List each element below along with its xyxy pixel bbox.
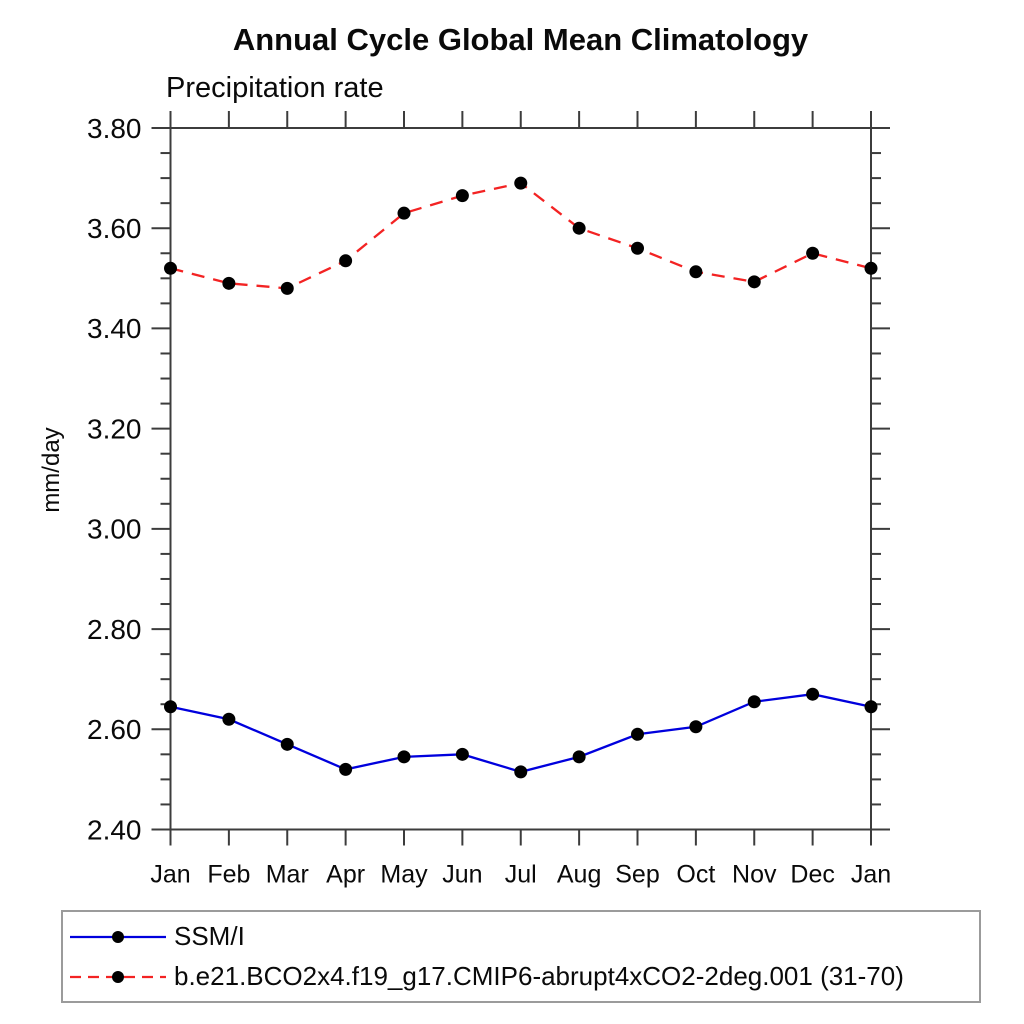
data-point-marker bbox=[806, 246, 820, 260]
x-axis-tick-label: Aug bbox=[557, 861, 601, 889]
y-axis-tick-label: 3.20 bbox=[87, 413, 142, 444]
series-line-0 bbox=[170, 693, 872, 774]
y-axis-tick-label: 2.60 bbox=[87, 714, 142, 745]
data-point-marker bbox=[397, 206, 411, 220]
legend-item-ssmi: SSM/I bbox=[69, 921, 979, 952]
x-axis-tick-label: Oct bbox=[676, 861, 715, 889]
legend-sample-dashed-line bbox=[70, 970, 166, 983]
data-point-marker bbox=[747, 275, 761, 289]
legend-label-model: b.e21.BCO2x4.f19_g17.CMIP6-abrupt4xCO2-2… bbox=[174, 961, 904, 991]
data-point-marker bbox=[514, 176, 528, 190]
data-point-marker bbox=[222, 276, 236, 290]
data-point-marker bbox=[747, 695, 761, 709]
x-axis-tick-label: May bbox=[380, 861, 428, 889]
data-point-marker bbox=[514, 765, 528, 779]
data-point-marker bbox=[280, 737, 294, 751]
x-axis-tick-label: Dec bbox=[790, 861, 834, 889]
x-axis-tick-label: Feb bbox=[207, 861, 250, 889]
data-point-marker bbox=[397, 750, 411, 764]
data-point-marker bbox=[864, 700, 878, 714]
data-point-marker bbox=[806, 687, 820, 701]
data-point-marker bbox=[689, 265, 703, 279]
x-axis-tick-label: Nov bbox=[732, 861, 777, 889]
chart-subtitle: Precipitation rate bbox=[166, 72, 384, 104]
x-axis-tick-label: Jun bbox=[442, 861, 482, 889]
y-axis-tick-label: 2.40 bbox=[87, 814, 142, 845]
data-point-marker bbox=[864, 261, 878, 275]
y-axis-tick-label: 3.60 bbox=[87, 213, 142, 244]
legend-sample-solid-line bbox=[70, 930, 166, 943]
legend-box: SSM/I b.e21.BCO2x4.f19_g17.CMIP6-abrupt4… bbox=[61, 910, 981, 1003]
y-axis-tick-label: 3.40 bbox=[87, 313, 142, 344]
series-line-1 bbox=[170, 181, 872, 290]
data-point-marker bbox=[572, 221, 586, 235]
plot-frame bbox=[169, 127, 872, 831]
data-point-marker bbox=[339, 254, 353, 268]
x-axis-tick-label: Apr bbox=[326, 861, 365, 889]
data-point-marker bbox=[455, 747, 469, 761]
data-point-marker bbox=[339, 762, 353, 776]
x-axis-tick-label: Sep bbox=[615, 861, 659, 889]
data-point-marker bbox=[689, 720, 703, 734]
x-axis-tick-label: Jan bbox=[150, 861, 190, 889]
x-axis-tick-label: Jan bbox=[851, 861, 891, 889]
legend-item-model: b.e21.BCO2x4.f19_g17.CMIP6-abrupt4xCO2-2… bbox=[69, 961, 979, 992]
data-point-marker bbox=[222, 712, 236, 726]
data-point-marker bbox=[631, 241, 644, 255]
y-axis-tick-label: 3.80 bbox=[87, 113, 142, 144]
legend-label-ssmi: SSM/I bbox=[174, 921, 245, 951]
y-axis-tick-label: 3.00 bbox=[87, 514, 142, 545]
data-point-marker bbox=[164, 700, 177, 714]
data-point-marker bbox=[455, 189, 469, 203]
data-point-marker bbox=[572, 750, 586, 764]
data-point-marker bbox=[631, 727, 644, 741]
y-axis-tick-label: 2.80 bbox=[87, 614, 142, 645]
data-point-marker bbox=[280, 281, 294, 295]
x-axis-tick-label: Mar bbox=[266, 861, 309, 889]
chart-title: Annual Cycle Global Mean Climatology bbox=[232, 22, 809, 57]
x-axis-tick-label: Jul bbox=[505, 861, 537, 889]
data-point-marker bbox=[164, 261, 177, 275]
